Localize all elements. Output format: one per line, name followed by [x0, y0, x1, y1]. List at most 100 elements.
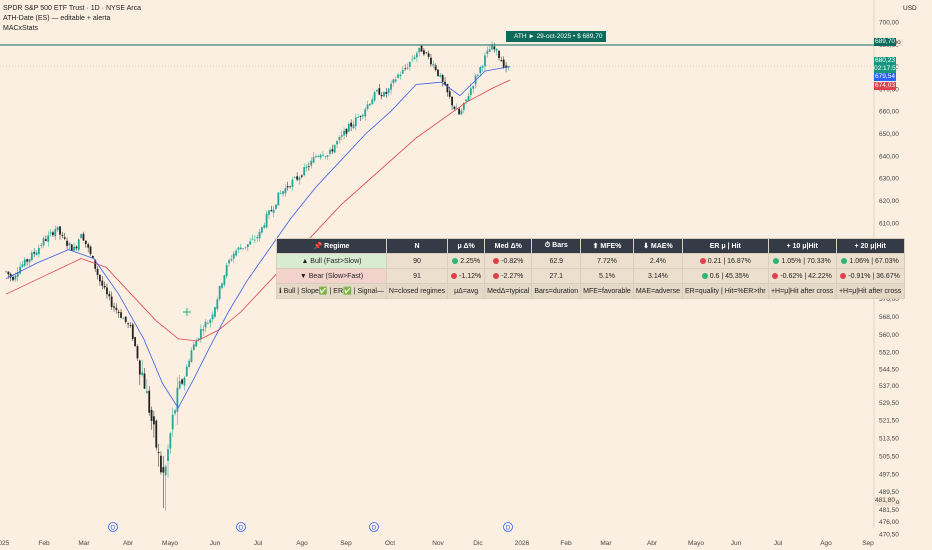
event-marker-icon[interactable]: D — [108, 522, 118, 532]
candle — [439, 72, 442, 78]
candle — [167, 444, 169, 478]
candle — [498, 50, 500, 61]
svg-text:D: D — [372, 526, 377, 532]
candle — [221, 282, 223, 290]
candle — [484, 52, 486, 71]
candle — [228, 258, 230, 268]
legend-cell: +H=μ|Hit after cross — [767, 283, 837, 299]
candle — [181, 378, 183, 385]
bear-mu-cell: -1.12% — [447, 268, 486, 284]
candle — [214, 306, 216, 319]
candle — [131, 322, 134, 341]
header-h10: + 10 μ|Hit — [767, 238, 837, 254]
bull-h10-dot — [773, 257, 780, 264]
y-tick-label: 505,50 — [879, 453, 899, 460]
event-marker-icon[interactable]: D — [503, 522, 513, 532]
candle — [9, 272, 12, 282]
candle — [472, 85, 475, 94]
candle — [479, 66, 482, 77]
header-regime: 📌 Regime — [276, 238, 387, 254]
y-tick-label: 497,50 — [879, 471, 899, 478]
candle — [89, 245, 92, 256]
candle — [117, 309, 120, 318]
bear-er-cell: 0.6 | 45.35% — [682, 268, 769, 284]
candle — [486, 46, 489, 58]
y-tick-label: 660,00 — [879, 109, 899, 116]
candle — [317, 154, 320, 158]
candle — [284, 184, 287, 197]
candle — [293, 175, 296, 179]
x-tick-label: Sep — [862, 540, 874, 547]
candle — [120, 308, 122, 319]
candle — [272, 205, 275, 218]
candle — [42, 235, 45, 248]
candle — [465, 99, 468, 105]
candle — [404, 64, 407, 71]
candle — [376, 89, 378, 93]
x-tick-label: Abr — [123, 540, 134, 547]
event-marker-icon[interactable]: D — [236, 522, 246, 532]
indicator-stats-label[interactable]: MACxStats — [3, 25, 39, 32]
candle — [223, 274, 226, 288]
candle — [153, 410, 155, 438]
legend-cell: ℹ Bull | Slope✅ | ER✅ | Signal— — [276, 283, 387, 299]
candle — [488, 44, 491, 52]
candle — [338, 135, 341, 144]
candle — [235, 248, 237, 257]
svg-text:D: D — [239, 526, 244, 532]
bull-row: ▲ Bull (Fast>Slow) 90 2.25% -0.82% 62.9 … — [276, 253, 905, 269]
candle — [444, 77, 446, 86]
candle — [37, 244, 40, 258]
candle — [423, 48, 425, 56]
candle — [110, 291, 113, 310]
y-tick-label: 620,00 — [879, 198, 899, 205]
candle — [75, 245, 78, 251]
candle — [202, 324, 205, 336]
event-marker-icon[interactable]: D — [369, 522, 379, 532]
candle — [33, 248, 36, 257]
x-tick-label: 2026 — [515, 540, 530, 547]
bull-bars: 62.9 — [531, 253, 582, 269]
candle — [251, 234, 254, 241]
maximo-price-tag: 689,70 — [874, 38, 896, 46]
candle — [413, 54, 416, 60]
legend-cell: MedΔ=typical — [484, 283, 533, 299]
x-tick-label: Mar — [78, 540, 90, 547]
candle — [261, 226, 263, 235]
candle — [162, 456, 165, 509]
candle — [124, 316, 127, 324]
candle — [256, 235, 259, 243]
y-tick-label: 568,00 — [879, 314, 899, 321]
bear-bars: 27.1 — [531, 268, 582, 284]
x-tick-label: Mayo — [162, 540, 178, 547]
bear-h10-dot — [772, 272, 779, 279]
candle — [350, 119, 353, 132]
y-tick-label: 537,00 — [879, 383, 899, 390]
bear-h10: -0.62% | 42.22% — [780, 272, 832, 280]
header-bars: ⏱ Bars — [531, 238, 582, 254]
candle — [371, 96, 374, 105]
ath-label: ATH ► 29-oct-2025 • $ 689,70 — [506, 31, 607, 42]
currency-label[interactable]: USD — [903, 5, 917, 12]
header-mae: ⬇ MAE% — [632, 238, 684, 254]
candle — [446, 83, 449, 97]
y-tick-label: 481,50 — [879, 507, 899, 514]
candle — [425, 51, 428, 55]
fast-ma-line — [5, 66, 511, 409]
candle — [87, 242, 90, 253]
bull-er-dot — [699, 257, 706, 264]
candle — [343, 127, 345, 140]
y-tick-label: 576,00 — [879, 296, 899, 303]
candle — [122, 316, 125, 320]
candle — [333, 144, 336, 154]
candle — [441, 73, 444, 87]
candle — [378, 84, 381, 96]
bull-mu-cell: 2.25% — [447, 253, 486, 269]
candle — [5, 270, 7, 274]
candle — [408, 61, 411, 71]
candle — [326, 154, 329, 160]
bull-h20-cell: 1.06% | 67.03% — [835, 253, 905, 269]
candle — [195, 338, 198, 347]
indicator-ath-label[interactable]: ATH-Date (ES) — editable + alerta — [3, 15, 111, 22]
